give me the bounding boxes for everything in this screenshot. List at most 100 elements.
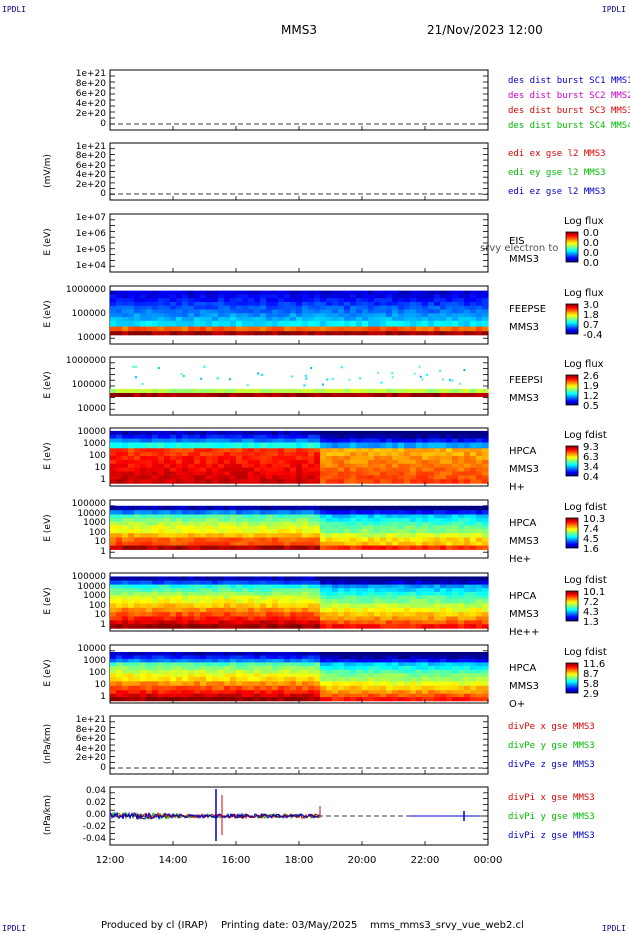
panel-frame	[109, 213, 489, 273]
heatmap-cell	[356, 603, 363, 609]
heatmap-cell	[410, 430, 417, 436]
heatmap-cell	[128, 576, 135, 582]
heatmap-cell	[422, 434, 429, 440]
heatmap-cell	[410, 658, 417, 663]
heatmap-cell	[200, 576, 207, 582]
heatmap-cell	[206, 290, 213, 296]
heatmap-cell	[116, 580, 123, 586]
heatmap-cell	[110, 320, 117, 328]
heatmap-cell	[146, 434, 153, 440]
heatmap-cell	[302, 612, 309, 618]
heatmap-cell	[464, 301, 471, 307]
heatmap-cell	[146, 430, 153, 436]
heatmap-cell	[440, 430, 447, 436]
heatmap-cell	[476, 525, 483, 530]
heatmap-cell	[308, 320, 315, 328]
heatmap-cell	[338, 537, 345, 543]
heatmap-cell	[194, 471, 201, 476]
heatmap-cell	[386, 545, 393, 550]
heatmap-cell	[434, 305, 441, 311]
heatmap-cell	[356, 463, 363, 469]
heatmap-cell	[260, 676, 267, 682]
heatmap-cell	[368, 305, 375, 311]
heatmap-cell	[476, 430, 483, 436]
heatmap-cell	[422, 448, 429, 453]
heatmap-cell	[392, 673, 399, 678]
heatmap-cell	[380, 320, 387, 328]
heatmap-cell	[350, 463, 357, 469]
heatmap-cell	[134, 676, 141, 682]
heatmap-cell	[326, 518, 333, 523]
heatmap-cell	[416, 326, 423, 332]
heatmap-cell	[218, 521, 225, 526]
heatmap-cell	[350, 448, 357, 453]
heatmap-cell	[122, 588, 129, 593]
heatmap-cell	[362, 525, 369, 530]
heatmap-cell	[332, 607, 339, 613]
heatmap-cell	[350, 673, 357, 678]
heatmap-cell	[278, 331, 285, 336]
heatmap-cell	[362, 607, 369, 613]
heatmap-cell	[326, 392, 333, 398]
heatmap-cell	[194, 533, 201, 539]
heatmap-cell	[140, 452, 147, 457]
heatmap-cell	[350, 591, 357, 597]
heatmap-cell	[200, 603, 207, 609]
heatmap-cell	[386, 290, 393, 296]
heatmap-cell	[434, 298, 441, 303]
heatmap-cell	[266, 595, 273, 600]
heatmap-cell	[254, 599, 261, 605]
heatmap-cell	[452, 388, 459, 394]
heatmap-cell	[410, 510, 417, 516]
heatmap-cell	[176, 697, 183, 702]
heatmap-cell	[140, 479, 147, 484]
heatmap-cell	[206, 603, 213, 609]
heatmap-cell	[356, 673, 363, 678]
heatmap-cell	[284, 331, 291, 336]
heatmap-cell	[152, 588, 159, 593]
heatmap-cell	[434, 294, 441, 299]
heatmap-cell	[482, 505, 489, 511]
heatmap-cell	[362, 456, 369, 461]
heatmap-cell	[212, 514, 219, 519]
heatmap-cell	[164, 655, 171, 660]
heatmap-cell	[302, 313, 309, 318]
heatmap-cell	[338, 666, 345, 671]
heatmap-cell	[386, 331, 393, 336]
heatmap-cell	[302, 690, 309, 695]
heatmap-cell	[260, 612, 267, 618]
heatmap-cell	[284, 326, 291, 332]
heatmap-cell	[146, 658, 153, 663]
heatmap-cell	[194, 697, 201, 702]
heatmap-cell	[266, 518, 273, 523]
heatmap-speck	[216, 377, 219, 380]
heatmap-cell	[452, 475, 459, 480]
heatmap-cell	[362, 655, 369, 660]
heatmap-cell	[164, 301, 171, 307]
heatmap-cell	[428, 669, 435, 674]
heatmap-cell	[476, 545, 483, 550]
heatmap-cell	[290, 521, 297, 526]
heatmap-cell	[194, 612, 201, 618]
heatmap-cell	[152, 595, 159, 600]
heatmap-cell	[476, 510, 483, 516]
heatmap-cell	[398, 475, 405, 480]
heatmap-cell	[284, 305, 291, 311]
heatmap-cell	[290, 651, 297, 657]
heatmap-cell	[320, 676, 327, 682]
heatmap-cell	[266, 301, 273, 307]
heatmap-cell	[230, 662, 237, 667]
heatmap-cell	[350, 658, 357, 663]
heatmap-cell	[110, 676, 117, 682]
heatmap-cell	[170, 313, 177, 318]
heatmap-cell	[134, 505, 141, 511]
heatmap-cell	[272, 624, 279, 629]
heatmap-cell	[320, 607, 327, 613]
heatmap-cell	[230, 595, 237, 600]
heatmap-cell	[278, 392, 285, 398]
instrument-label: MMS3	[509, 322, 539, 333]
heatmap-cell	[200, 690, 207, 695]
heatmap-cell	[368, 666, 375, 671]
heatmap-cell	[302, 298, 309, 303]
heatmap-cell	[476, 685, 483, 691]
